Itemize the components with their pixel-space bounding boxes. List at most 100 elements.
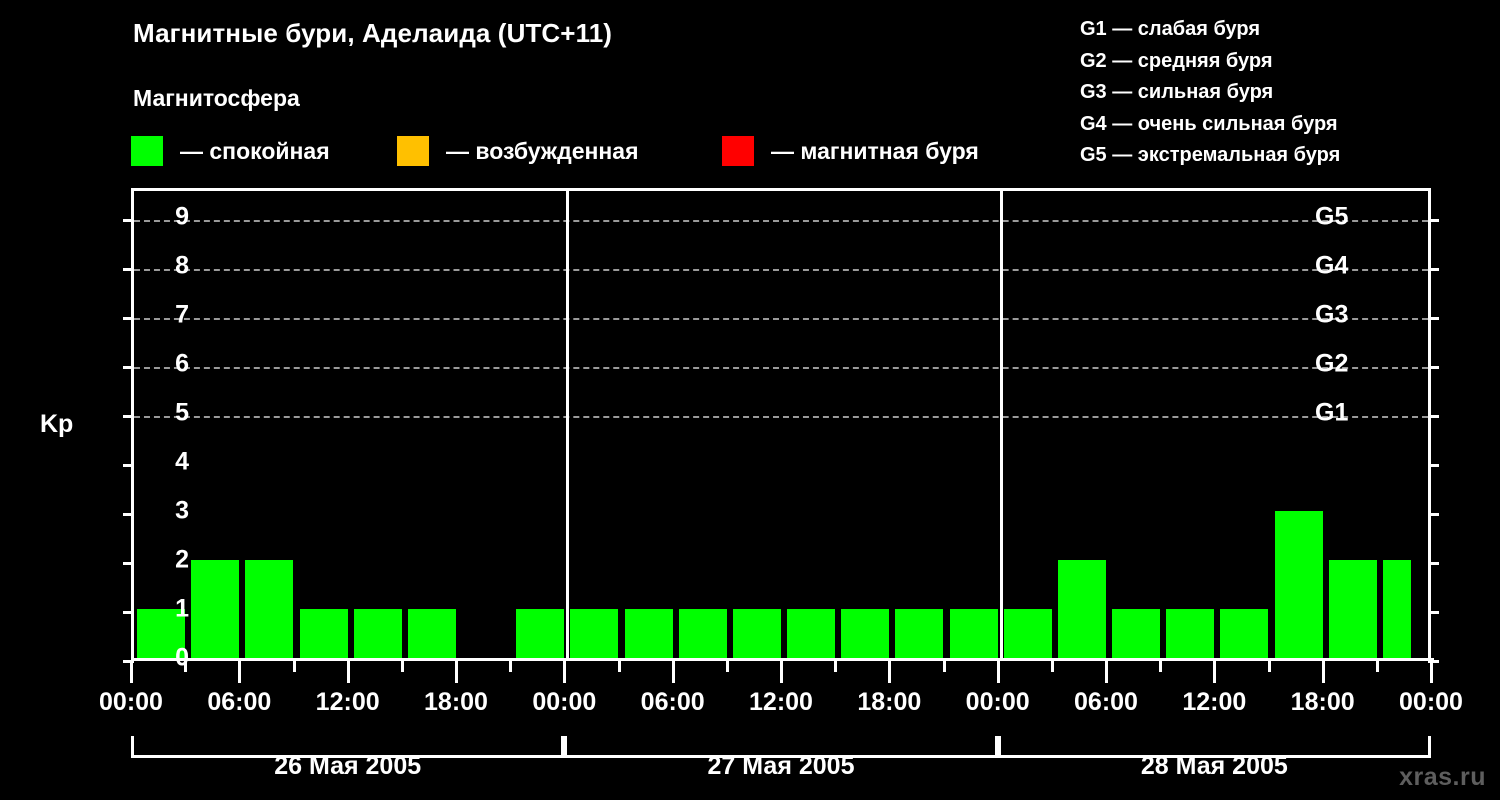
gridline-kp-7 [134,318,1428,321]
legend-label-storm: — магнитная буря [771,137,979,164]
magnetosphere-legend-title: Магнитосфера [133,85,300,111]
y-tick-right-6 [1428,366,1439,370]
x-tick [238,661,242,683]
gridline-kp-8 [134,269,1428,272]
bar [1328,560,1377,658]
bar [570,609,619,658]
x-tick [1321,661,1325,683]
y-tick-label-4: 4 [175,447,189,476]
g-scale-row-1: G1 — слабая буря [1080,18,1261,40]
y-tick-0 [123,660,134,663]
watermark: xras.ru [1399,763,1486,791]
y-tick-label-5: 5 [175,398,189,427]
y-tick-right-4 [1428,464,1439,468]
gridline-kp-9 [134,220,1428,223]
legend-label-calm: — спокойная [180,137,330,164]
x-tick-label: 12:00 [315,688,380,716]
right-axis-label-g4: G4 [1315,251,1349,280]
y-tick-label-8: 8 [175,251,189,280]
legend-item-calm: — спокойная [131,131,330,171]
x-tick-label: 06:00 [640,688,705,716]
bar [841,609,890,658]
y-tick-right-0 [1428,660,1439,663]
x-tick [346,661,350,683]
bar [1003,609,1052,658]
right-axis-label-g3: G3 [1315,300,1349,329]
x-tick-label: 18:00 [1290,688,1355,716]
day-label: 28 Мая 2005 [1140,752,1288,780]
x-tick-label: 12:00 [749,688,813,716]
x-tick [455,661,458,683]
x-tick [184,661,188,672]
x-tick [1375,661,1379,672]
bar [895,609,944,658]
x-tick-label: 18:00 [424,688,488,716]
legend-label-active: — возбужденная [446,137,639,164]
x-tick [725,661,729,672]
bar [678,609,727,658]
y-tick-5 [123,415,134,419]
bar [1057,560,1106,658]
y-tick-label-6: 6 [175,349,189,378]
x-tick-label: 00:00 [532,688,597,716]
y-tick-9 [123,219,134,223]
x-tick [509,661,513,672]
x-tick [292,661,296,672]
x-tick [942,661,946,672]
bar [407,609,456,658]
legend-item-storm: — магнитная буря [722,131,979,171]
g-scale-row-2: G2 — средняя буря [1080,49,1273,72]
y-axis-title: Kp [40,410,74,438]
g-scale-row-3: G3 — сильная буря [1080,81,1274,103]
y-tick-3 [123,513,134,517]
bar [624,609,673,658]
x-tick [1267,661,1271,672]
y-tick-right-7 [1428,317,1439,321]
y-tick-right-8 [1428,268,1439,272]
y-tick-right-5 [1428,415,1439,419]
x-tick-label: 12:00 [1182,688,1247,716]
y-tick-right-3 [1428,513,1439,517]
right-axis-label-g1: G1 [1315,398,1349,427]
x-tick [563,661,567,683]
y-tick-1 [123,611,134,615]
x-tick-label: 06:00 [207,688,272,716]
y-tick-4 [123,464,134,468]
bar [299,609,348,658]
x-tick [617,661,621,672]
x-tick [1430,661,1433,683]
y-tick-7 [123,317,134,321]
x-tick [1159,661,1163,672]
bar [245,560,294,658]
bar [732,609,781,658]
legend-swatch-calm [131,136,163,166]
day-bracket-2 [564,736,998,758]
x-tick [996,661,1000,683]
legend-swatch-storm [722,136,754,166]
legend-item-active: — возбужденная [397,131,639,171]
x-tick [1050,661,1054,672]
g-scale-legend: G1 — слабая буря G2 — средняя буря G3 — си… [1080,14,1340,172]
day-separator-2 [999,191,1003,661]
legend-swatch-active [397,136,429,166]
right-axis-label-g2: G2 [1315,349,1349,378]
bar [1274,511,1323,658]
bar [1382,560,1411,658]
x-tick-label: 18:00 [857,688,922,716]
y-tick-label-3: 3 [175,496,189,525]
bar [516,609,565,658]
x-tick [400,661,404,672]
day-label: 27 Мая 2005 [707,752,855,780]
x-tick-label: 06:00 [1074,688,1138,716]
right-axis-label-g5: G5 [1315,202,1349,231]
page-title: Магнитные бури, Аделаида (UTC+11) [133,18,613,48]
y-tick-label-9: 9 [175,202,189,231]
y-tick-right-1 [1428,611,1439,615]
y-tick-2 [123,562,134,566]
magnetosphere-legend: — спокойная — возбужденная — магнитная бур… [131,131,1031,171]
g-scale-row-4: G4 — очень сильная буря [1080,112,1338,135]
bar [787,609,836,658]
x-tick-label: 00:00 [99,688,163,716]
x-tick [130,661,133,683]
y-tick-6 [123,366,134,370]
